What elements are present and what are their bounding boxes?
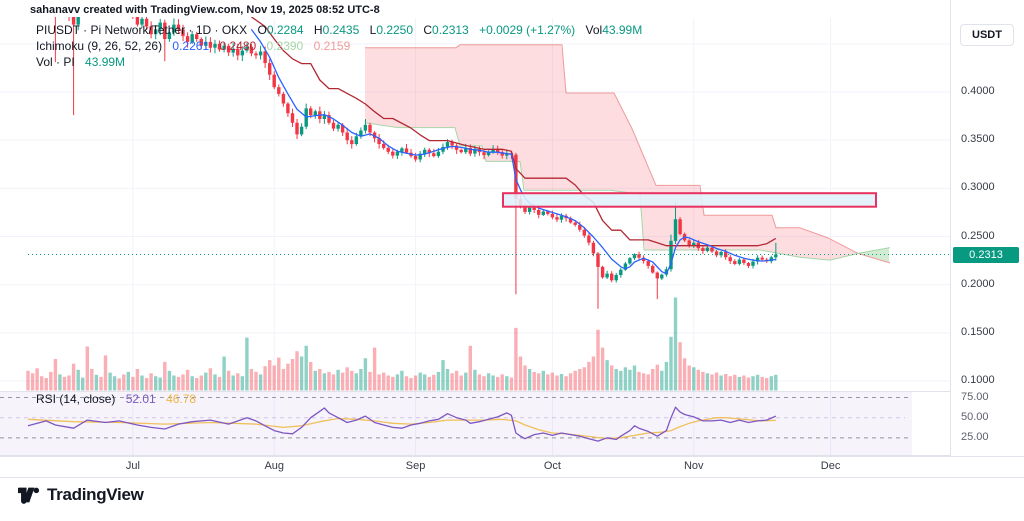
legend-ichimoku-row[interactable]: Ichimoku (9, 26, 52, 26) 0.2261 0.2480 0… <box>36 39 642 54</box>
ohlc-low-label: L <box>369 23 377 37</box>
rsi-tick-label: 25.00 <box>961 430 989 443</box>
price-tick-label: 0.3000 <box>961 181 995 194</box>
price-scale-axis[interactable]: USDT 0.2313 0.4000 0.3500 0.3000 0.2500 0.20… <box>950 0 1024 477</box>
ichimoku-lead1-value: 0.2390 <box>266 39 304 53</box>
time-axis-month-label: Oct <box>543 460 561 472</box>
ohlc-open-value: 0.2284 <box>266 23 304 37</box>
rsi-lines <box>27 406 777 442</box>
time-axis-month-label: Sep <box>405 460 426 472</box>
rsi-ma-value: 46.78 <box>166 392 197 406</box>
rsi-value: 52.01 <box>125 392 156 406</box>
ohlc-low-value: 0.2250 <box>376 23 414 37</box>
ichimoku-base-value: 0.2480 <box>219 39 257 53</box>
ohlc-close-value: 0.2313 <box>432 23 469 37</box>
ichimoku-title: Ichimoku (9, 26, 52, 26) <box>36 39 163 53</box>
tradingview-logo-icon <box>18 487 40 504</box>
ohlc-close-label: C <box>423 23 433 37</box>
time-axis-month-label: Nov <box>683 460 704 472</box>
rsi-title: RSI (14, close) <box>36 392 116 406</box>
symbol-title: PIUSDT · Pi Network/Tether · 1D · OKX <box>36 23 248 37</box>
price-tick-label: 0.1000 <box>961 374 995 386</box>
ohlc-high-value: 0.2435 <box>322 23 360 37</box>
time-scale-axis[interactable]: Jul Aug Sep Oct Nov Dec <box>0 456 1024 478</box>
currency-toggle-button[interactable]: USDT <box>960 24 1014 46</box>
ichimoku-conversion-value: 0.2261 <box>172 39 210 53</box>
ohlc-high-label: H <box>313 23 323 37</box>
time-axis-month-label: Dec <box>820 460 841 472</box>
price-tick-label: 0.4000 <box>961 85 995 97</box>
watermark-attribution: sahanavv created with TradingView.com, N… <box>30 4 380 16</box>
legend-symbol-row[interactable]: PIUSDT · Pi Network/Tether · 1D · OKX O0… <box>36 23 642 38</box>
legend-volume-row[interactable]: Vol · PI 43.99M <box>36 55 642 70</box>
ichimoku-lead2-value: 0.2159 <box>313 39 351 53</box>
change-value: +0.0029 (+1.27%) <box>479 23 576 37</box>
volume-value: 43.99M <box>602 23 643 37</box>
candles <box>54 17 778 309</box>
rsi-tick-label: 75.00 <box>961 390 989 403</box>
last-price-label: 0.2313 <box>953 246 1019 263</box>
volume-row-value: 43.99M <box>85 55 126 69</box>
time-axis-month-label: Jul <box>125 460 140 472</box>
rsi-tick-label: 50.00 <box>961 410 989 423</box>
ohlc-open-label: O <box>257 23 267 37</box>
volume-label: Vol <box>585 23 603 37</box>
price-tick-label: 0.1500 <box>961 325 995 338</box>
ichimoku-cloud <box>364 44 891 264</box>
chart-legend: PIUSDT · Pi Network/Tether · 1D · OKX O0… <box>36 23 642 71</box>
rsi-legend-row[interactable]: RSI (14, close) 52.01 46.78 <box>36 392 196 406</box>
gridlines <box>0 18 950 456</box>
tradingview-logo-text: TradingView <box>47 485 144 504</box>
price-tick-label: 0.3500 <box>961 133 995 146</box>
tradingview-brand[interactable]: TradingView <box>18 484 144 506</box>
volume-row-title: Vol · PI <box>36 55 75 69</box>
price-tick-label: 0.2000 <box>961 277 995 290</box>
time-axis-month-label: Aug <box>264 460 285 472</box>
volume-bars <box>26 297 778 391</box>
price-tick-label: 0.2500 <box>961 229 995 242</box>
supply-zone-box[interactable] <box>502 192 877 208</box>
